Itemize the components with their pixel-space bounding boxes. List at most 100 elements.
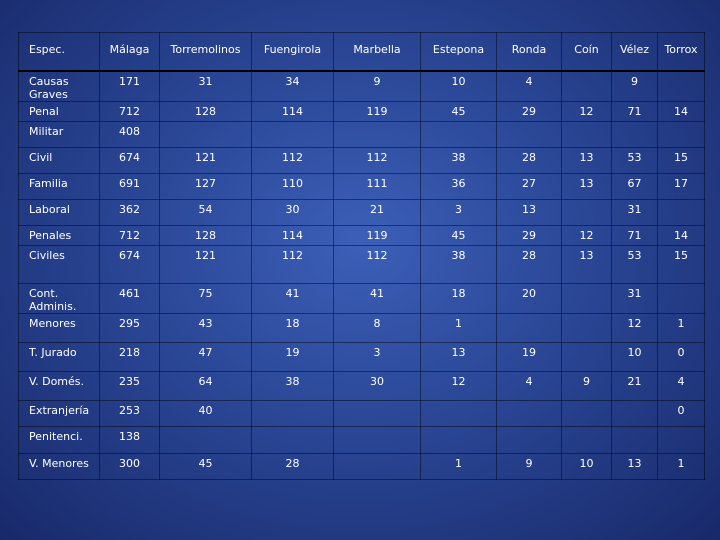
table-cell: 9 [333, 70, 421, 102]
table-cell: 9 [496, 452, 562, 480]
table-cell: 19 [251, 341, 334, 372]
table-row: V. Domés. 235 64 38 30 12 4 9 21 4 [18, 370, 705, 401]
table-cell: 9 [611, 70, 658, 102]
table-cell: 31 [159, 70, 252, 102]
table-cell: 10 [611, 341, 658, 372]
table-cell [657, 198, 705, 226]
table-cell: 110 [251, 172, 334, 200]
column-header: Marbella [333, 32, 421, 72]
table-row: T. Jurado 218 47 19 3 13 19 10 0 [18, 341, 705, 372]
table-cell: 13 [561, 172, 612, 200]
table-cell: 12 [561, 224, 612, 246]
column-header: Torrox [657, 32, 705, 72]
table-cell: 1 [420, 312, 497, 343]
table-cell: 30 [251, 198, 334, 226]
column-header: Fuengirola [251, 32, 334, 72]
table-cell: 712 [99, 224, 160, 246]
table-cell: 17 [657, 172, 705, 200]
row-label: Menores [18, 312, 100, 343]
table-row: Laboral 362 54 30 21 3 13 31 [18, 198, 705, 226]
table-cell: 119 [333, 100, 421, 122]
table-cell: 9 [561, 370, 612, 401]
table-row: Penitenci. 138 [18, 425, 705, 454]
table-cell: 114 [251, 100, 334, 122]
table-cell: 40 [159, 399, 252, 427]
table-cell: 14 [657, 224, 705, 246]
table-cell: 53 [611, 244, 658, 284]
table-cell [657, 120, 705, 148]
table-cell: 15 [657, 244, 705, 284]
table-row: Militar 408 [18, 120, 705, 148]
table-row: Civiles 674 121 112 112 38 28 13 53 15 [18, 244, 705, 284]
table-cell: 3 [420, 198, 497, 226]
table-cell: 13 [561, 146, 612, 174]
table-cell [561, 341, 612, 372]
table-cell: 21 [333, 198, 421, 226]
table-cell: 112 [333, 244, 421, 284]
table-cell: 36 [420, 172, 497, 200]
table-row: Penales 712 128 114 119 45 29 12 71 14 [18, 224, 705, 246]
row-label: Civil [18, 146, 100, 174]
row-label: V. Menores [18, 452, 100, 480]
table-cell: 1 [420, 452, 497, 480]
table-cell [657, 70, 705, 102]
table-row: Menores 295 43 18 8 1 12 1 [18, 312, 705, 343]
table-cell: 67 [611, 172, 658, 200]
table-cell [561, 282, 612, 314]
table-cell [333, 399, 421, 427]
table-cell: 119 [333, 224, 421, 246]
table-cell: 121 [159, 244, 252, 284]
table-cell: 20 [496, 282, 562, 314]
column-header: Torremolinos [159, 32, 252, 72]
table-cell: 28 [251, 452, 334, 480]
table-cell: 38 [251, 370, 334, 401]
table-row: Cont. Adminis. 461 75 41 41 18 20 31 [18, 282, 705, 314]
table-cell: 71 [611, 100, 658, 122]
table-cell: 121 [159, 146, 252, 174]
row-label: Laboral [18, 198, 100, 226]
row-label: Penal [18, 100, 100, 122]
table-cell [496, 120, 562, 148]
table-cell: 71 [611, 224, 658, 246]
column-header: Ronda [496, 32, 562, 72]
table-cell [657, 425, 705, 454]
table-cell: 29 [496, 224, 562, 246]
table-cell [561, 120, 612, 148]
table-cell: 8 [333, 312, 421, 343]
table-cell [420, 399, 497, 427]
table-cell: 112 [251, 244, 334, 284]
table-cell [251, 399, 334, 427]
table-cell: 47 [159, 341, 252, 372]
table-cell: 12 [611, 312, 658, 343]
table-cell [159, 120, 252, 148]
table-row: Causas Graves 171 31 34 9 10 4 9 [18, 70, 705, 102]
table-cell [333, 120, 421, 148]
table-cell: 10 [561, 452, 612, 480]
table-cell: 111 [333, 172, 421, 200]
table-cell: 1 [657, 452, 705, 480]
table-cell: 13 [561, 244, 612, 284]
table-cell [611, 425, 658, 454]
table-cell: 34 [251, 70, 334, 102]
table-cell: 53 [611, 146, 658, 174]
table-cell [333, 452, 421, 480]
table-cell: 30 [333, 370, 421, 401]
statistics-table: Espec. Málaga Torremolinos Fuengirola Marbel… [18, 32, 705, 480]
row-label: Penales [18, 224, 100, 246]
table-cell: 114 [251, 224, 334, 246]
table-cell: 674 [99, 244, 160, 284]
table-cell [611, 120, 658, 148]
table-cell: 4 [496, 70, 562, 102]
table-cell: 253 [99, 399, 160, 427]
table-cell: 674 [99, 146, 160, 174]
table-header-row: Espec. Málaga Torremolinos Fuengirola Marbel… [18, 32, 705, 72]
table-cell: 38 [420, 146, 497, 174]
table-cell: 295 [99, 312, 160, 343]
table-cell: 12 [420, 370, 497, 401]
row-label: Penitenci. [18, 425, 100, 454]
table-cell: 3 [333, 341, 421, 372]
table-cell: 13 [496, 198, 562, 226]
table-cell [496, 312, 562, 343]
column-header: Espec. [18, 32, 100, 72]
